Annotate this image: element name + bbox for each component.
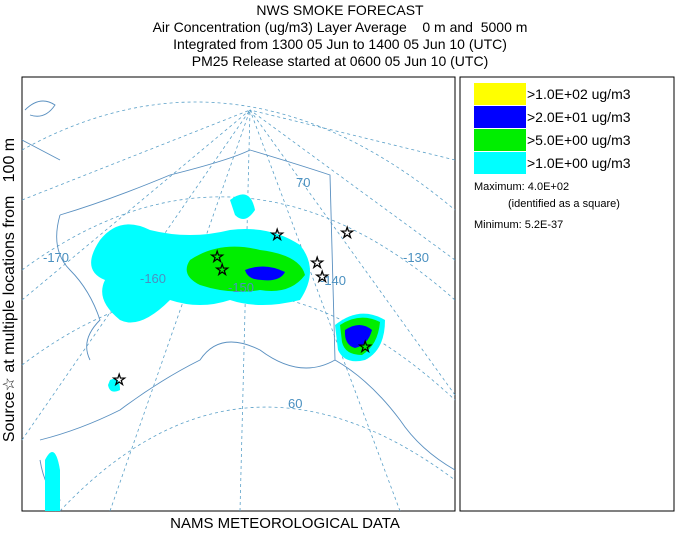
sources: ☆ ☆ ☆ ☆ ☆ ☆ ☆ ☆ [112, 225, 373, 390]
source-marker: ☆ [210, 249, 224, 266]
longitude-label: -160 [140, 271, 166, 286]
source-marker: ☆ [358, 339, 372, 356]
graticule [21, 101, 456, 512]
plume-area [108, 378, 120, 392]
maximum-note: (identified as a square) [508, 198, 620, 210]
source-marker: ☆ [340, 225, 354, 242]
plume-area [344, 325, 372, 348]
source-marker: ☆ [270, 227, 284, 244]
source-marker: ☆ [215, 262, 229, 279]
source-marker: ☆ [310, 255, 324, 272]
legend-label: >2.0E+01 ug/m3 [527, 109, 631, 125]
side-label: Source☆ at multiple locations from 100 m [1, 138, 18, 442]
longitude-label: -170 [43, 250, 69, 265]
footer: NAMS METEOROLOGICAL DATA [170, 515, 400, 532]
source-marker: ☆ [112, 372, 126, 389]
map: ☆ ☆ ☆ ☆ ☆ ☆ ☆ ☆ -170 -160 -150 -140 -130… [21, 76, 456, 512]
plume-area [245, 266, 285, 281]
plume-area [45, 452, 60, 511]
source-marker: ☆ [315, 269, 329, 286]
legend-swatch [474, 129, 526, 151]
latitude-label: 70 [296, 175, 310, 190]
legend-swatch [474, 152, 526, 174]
plume [45, 194, 385, 511]
subtitle: Integrated from 1300 05 Jun to 1400 05 J… [173, 36, 507, 52]
legend-label: >1.0E+02 ug/m3 [527, 86, 631, 102]
longitude-label: -140 [320, 273, 346, 288]
legend-label: >1.0E+00 ug/m3 [527, 155, 631, 171]
legend-swatch [474, 106, 526, 128]
legend-swatch [474, 83, 526, 105]
legend-label: >5.0E+00 ug/m3 [527, 132, 631, 148]
longitude-label: -130 [403, 250, 429, 265]
legend: >1.0E+02 ug/m3 >2.0E+01 ug/m3 >5.0E+00 ug/… [459, 76, 675, 512]
longitude-label: -150 [228, 280, 254, 295]
plume-area [186, 246, 305, 292]
title: NWS SMOKE FORECAST [256, 2, 424, 18]
maximum: Maximum: 4.0E+02 [474, 181, 569, 193]
subtitle: Air Concentration (ug/m3) Layer Average … [153, 19, 528, 35]
latitude-label: 60 [288, 396, 302, 411]
minimum: Minimum: 5.2E-37 [474, 219, 563, 231]
subtitle: PM25 Release started at 0600 05 Jun 10 (… [192, 53, 489, 69]
plume-area [230, 194, 255, 219]
